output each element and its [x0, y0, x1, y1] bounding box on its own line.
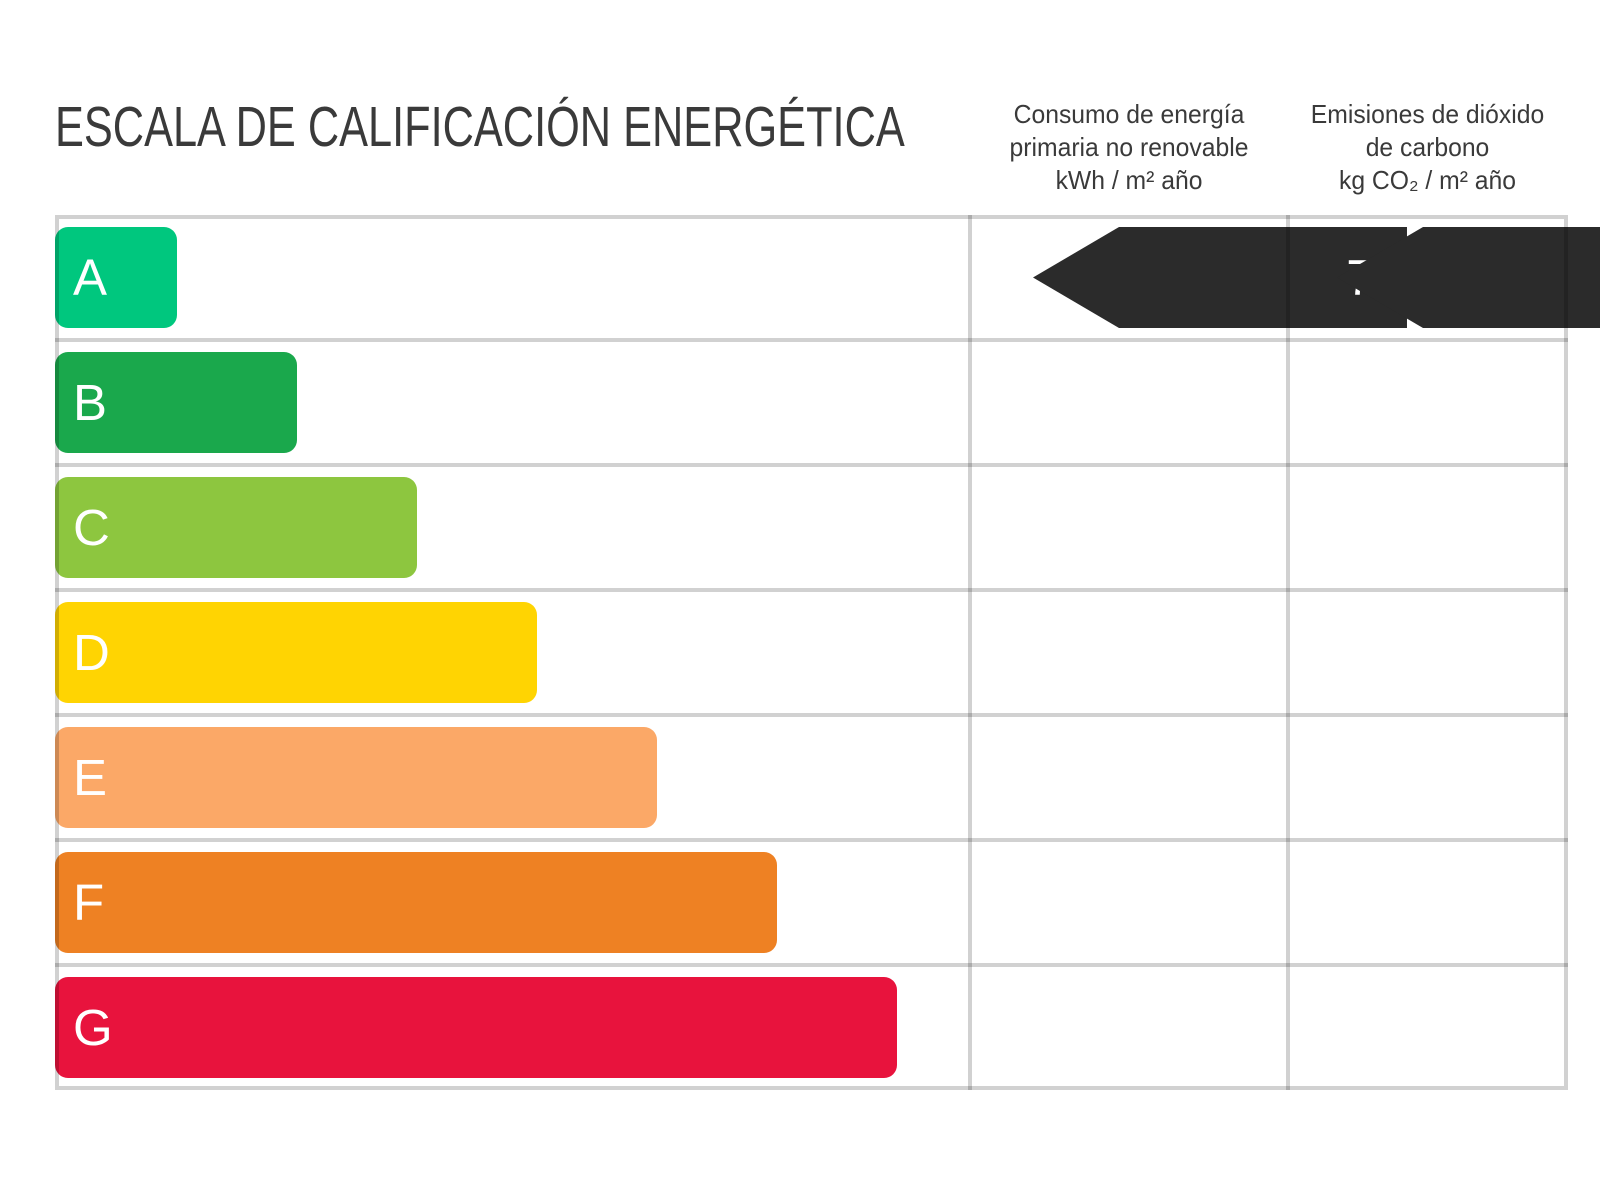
rating-letter-e: E	[73, 749, 108, 806]
rating-letter-a: A	[73, 249, 108, 306]
page-title: ESCALA DE CALIFICACIÓN ENERGÉTICA	[55, 95, 905, 159]
rating-letter-g: G	[73, 999, 113, 1056]
header-emissions-line3: kg CO₂ / m² año	[1338, 165, 1517, 195]
rating-bar-e: E	[55, 727, 657, 828]
rating-letter-d: D	[73, 624, 110, 681]
rating-bar-d: D	[55, 602, 537, 703]
header-consumption-line3: kWh / m² año	[1055, 165, 1203, 195]
rating-bar-b: B	[55, 352, 297, 453]
rating-bar-c: C	[55, 477, 417, 578]
header-consumption: Consumo de energía primaria no renovable…	[964, 98, 1295, 197]
rating-row-g: G	[55, 965, 1568, 1090]
header-consumption-line2: primaria no renovable	[1009, 132, 1249, 162]
rating-bar-g: G	[55, 977, 897, 1078]
rating-row-d: D	[55, 590, 1568, 715]
rating-rows: A B C D E F G	[55, 215, 1568, 1090]
header-emissions: Emisiones de dióxido de carbono kg CO₂ /…	[1295, 98, 1560, 197]
header-consumption-line1: Consumo de energía	[1013, 99, 1245, 129]
rating-letter-b: B	[73, 374, 108, 431]
rating-bar-a: A	[55, 227, 177, 328]
header-emissions-line1: Emisiones de dióxido	[1310, 99, 1545, 129]
rating-row-c: C	[55, 465, 1568, 590]
header-emissions-line2: de carbono	[1365, 132, 1490, 162]
rating-row-a: A	[55, 215, 1568, 340]
rating-row-e: E	[55, 715, 1568, 840]
rating-row-f: F	[55, 840, 1568, 965]
rating-letter-f: F	[73, 874, 105, 931]
rating-row-b: B	[55, 340, 1568, 465]
rating-letter-c: C	[73, 499, 110, 556]
rating-bar-f: F	[55, 852, 777, 953]
